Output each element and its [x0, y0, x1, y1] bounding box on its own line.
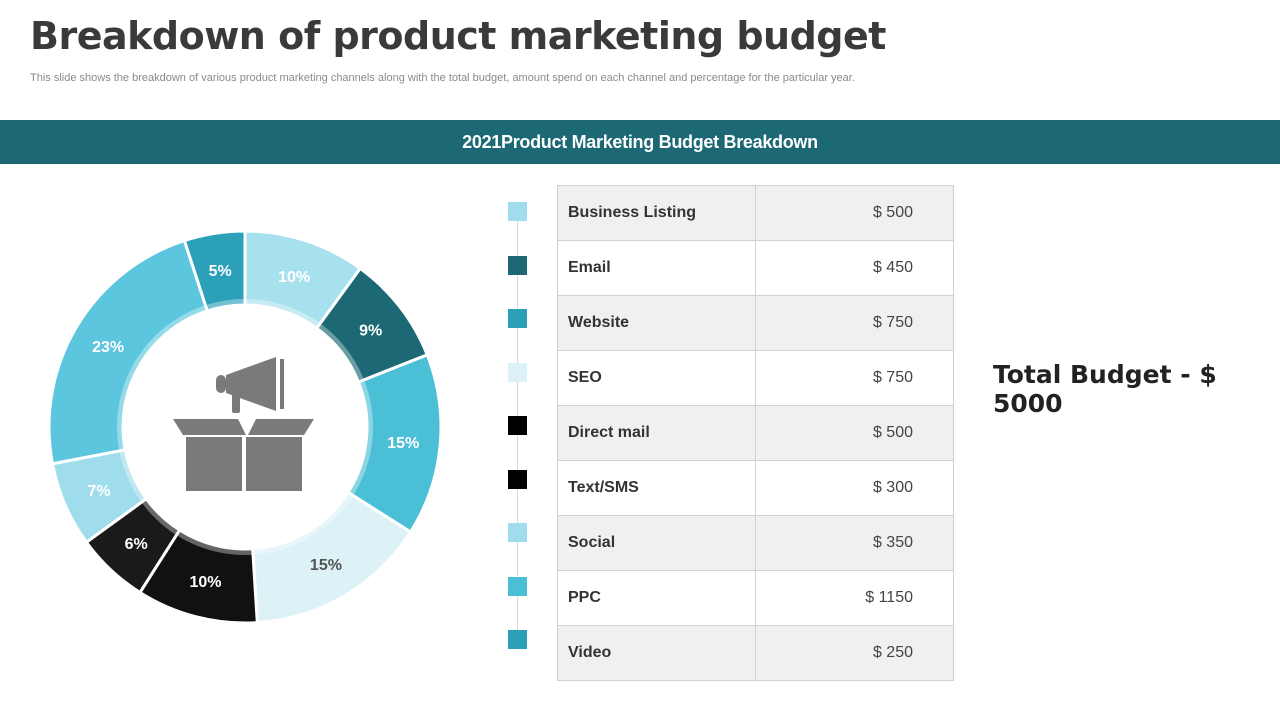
donut-slice — [182, 229, 247, 313]
legend-swatch — [508, 309, 527, 328]
channel-name: Business Listing — [557, 185, 756, 241]
legend-swatch — [508, 576, 527, 596]
channel-amount: $ 750 — [755, 295, 954, 351]
page-title: Breakdown of product marketing budget — [30, 14, 886, 58]
channel-amount: $ 750 — [755, 350, 954, 406]
channel-amount: $ 1150 — [755, 570, 954, 626]
channel-amount: $ 300 — [755, 460, 954, 516]
table-row: Video $ 250 — [557, 625, 954, 681]
channel-amount: $ 350 — [755, 515, 954, 571]
channel-name: Social — [557, 515, 756, 571]
legend-swatch — [508, 469, 527, 489]
table-row: PPC $ 1150 — [557, 570, 954, 626]
donut-svg: 10% 9% 15% 15% 10% 6% 7% 23% 5% — [47, 229, 443, 625]
slice-label: 7% — [88, 483, 111, 500]
slice-label: 5% — [209, 263, 232, 280]
channel-name: Direct mail — [557, 405, 756, 461]
channel-name: Email — [557, 240, 756, 296]
slice-label: 15% — [387, 435, 419, 452]
channel-name: Text/SMS — [557, 460, 756, 516]
table-row: Email $ 450 — [557, 240, 954, 296]
chart-banner: 2021Product Marketing Budget Breakdown — [0, 120, 1280, 164]
legend-swatch — [508, 202, 527, 221]
table-row: Text/SMS $ 300 — [557, 460, 954, 516]
page-subtitle: This slide shows the breakdown of variou… — [30, 72, 855, 84]
channel-amount: $ 450 — [755, 240, 954, 296]
donut-slice — [47, 238, 210, 466]
total-budget: Total Budget - $ 5000 — [993, 360, 1217, 418]
channel-amount: $ 500 — [755, 185, 954, 241]
slice-label: 10% — [278, 269, 310, 286]
legend-swatch — [508, 362, 527, 382]
slice-label: 6% — [125, 536, 148, 553]
channel-name: PPC — [557, 570, 756, 626]
budget-table: Business Listing $ 500 Email $ 450 Website $ … — [557, 185, 954, 681]
table-row: Website $ 750 — [557, 295, 954, 351]
inner-ring — [117, 299, 373, 555]
slice-label: 15% — [310, 557, 342, 574]
table-row: Direct mail $ 500 — [557, 405, 954, 461]
table-row: Social $ 350 — [557, 515, 954, 571]
banner-title: 2021Product Marketing Budget Breakdown — [462, 131, 818, 152]
legend-swatch — [508, 416, 527, 435]
legend-swatch — [508, 255, 527, 275]
table-row: SEO $ 750 — [557, 350, 954, 406]
megaphone-box-icon — [173, 357, 314, 491]
legend-swatch — [508, 523, 527, 542]
channel-amount: $ 500 — [755, 405, 954, 461]
slice-label: 10% — [189, 574, 221, 591]
channel-name: Video — [557, 625, 756, 681]
channel-name: Website — [557, 295, 756, 351]
legend-swatch — [508, 630, 527, 649]
channel-name: SEO — [557, 350, 756, 406]
channel-amount: $ 250 — [755, 625, 954, 681]
donut-chart: 10% 9% 15% 15% 10% 6% 7% 23% 5% — [40, 222, 450, 632]
slice-label: 23% — [92, 339, 124, 356]
table-row: Business Listing $ 500 — [557, 185, 954, 241]
slice-label: 9% — [359, 323, 382, 340]
